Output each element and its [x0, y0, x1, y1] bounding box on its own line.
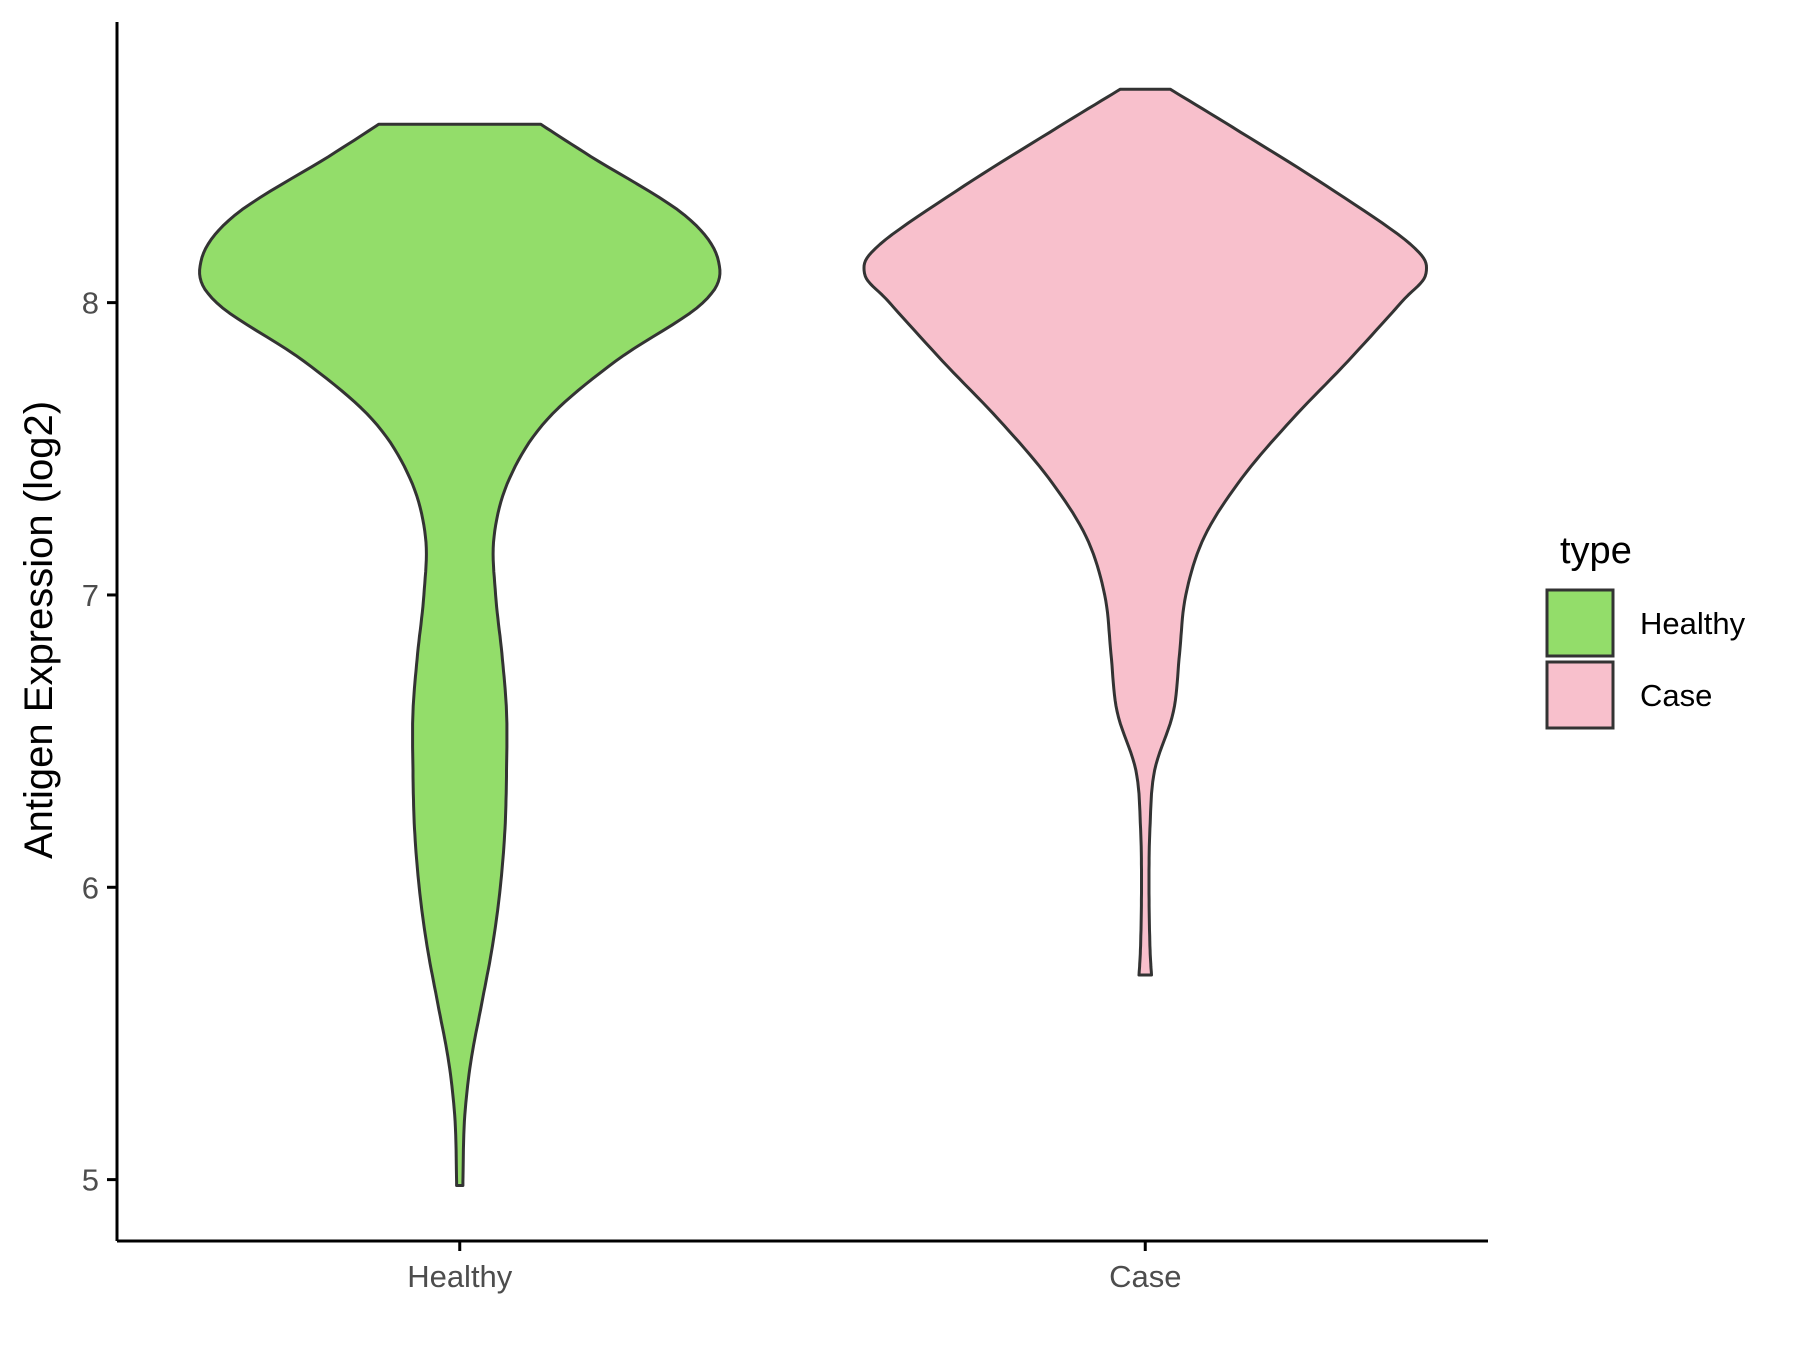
- y-tick-label: 8: [82, 286, 99, 321]
- y-tick-label: 7: [82, 578, 99, 613]
- y-axis-title: Antigen Expression (log2): [17, 401, 61, 859]
- legend: Healthy Case: [1545, 588, 1746, 730]
- violin-layer: [198, 87, 1428, 1187]
- x-axis-ticks: Healthy Case: [407, 1241, 1181, 1294]
- legend-label-healthy: Healthy: [1640, 606, 1746, 641]
- legend-swatch-case: [1545, 660, 1615, 730]
- x-tick-label-healthy: Healthy: [407, 1259, 513, 1294]
- legend-label-case: Case: [1640, 678, 1712, 713]
- x-tick-label-case: Case: [1109, 1259, 1181, 1294]
- y-tick-label: 5: [82, 1163, 99, 1198]
- violin-healthy: [198, 122, 722, 1187]
- y-axis-ticks: 5 6 7 8: [82, 286, 117, 1198]
- legend-swatch-healthy: [1545, 588, 1615, 658]
- legend-title: type: [1560, 530, 1632, 572]
- y-tick-label: 6: [82, 870, 99, 905]
- violin-case: [862, 87, 1428, 977]
